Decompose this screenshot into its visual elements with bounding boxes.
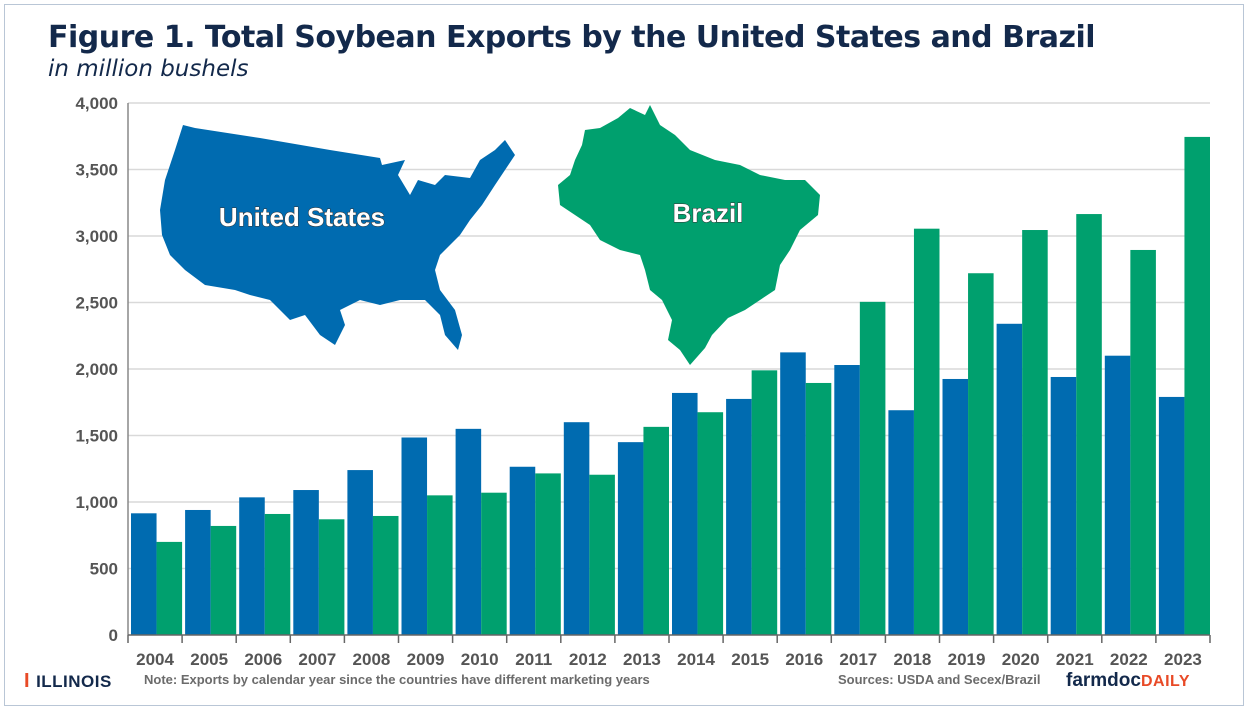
x-tick-label: 2014 [677, 650, 715, 669]
y-tick-label: 4,000 [75, 94, 118, 113]
bar-brazil-2006 [264, 513, 291, 635]
bar-brazil-2015 [751, 370, 778, 635]
bar-us-2019 [942, 378, 969, 635]
bar-brazil-2017 [859, 301, 886, 635]
bar-brazil-2007 [318, 519, 345, 635]
x-tick-label: 2005 [190, 650, 228, 669]
x-tick-label: 2012 [569, 650, 607, 669]
x-tick-label: 2004 [136, 650, 174, 669]
bar-us-2008 [347, 470, 373, 635]
x-tick-label: 2016 [785, 650, 823, 669]
bar-brazil-2022 [1130, 249, 1156, 635]
x-tick-label: 2006 [244, 650, 282, 669]
y-tick-label: 1,500 [75, 427, 118, 446]
bar-us-2016 [780, 352, 806, 635]
brazil-map-label: Brazil [673, 198, 744, 228]
bar-us-2005 [185, 509, 211, 635]
chart-title: Figure 1. Total Soybean Exports by the U… [48, 20, 1096, 55]
bar-us-2017 [834, 365, 860, 635]
x-tick-label: 2015 [731, 650, 769, 669]
farmdoc-logo-text: farmdoc [1066, 670, 1141, 691]
x-tick-label: 2023 [1164, 650, 1202, 669]
footer-note: Note: Exports by calendar year since the… [144, 672, 650, 687]
brazil-map-icon [558, 105, 820, 365]
bar-us-2014 [672, 392, 698, 635]
bar-us-2009 [401, 437, 428, 635]
x-tick-label: 2020 [1002, 650, 1040, 669]
x-tick-label: 2011 [515, 650, 552, 669]
bar-us-2006 [239, 497, 265, 635]
x-tick-label: 2008 [353, 650, 391, 669]
bar-brazil-2010 [481, 492, 507, 635]
us-map-label: United States [219, 202, 385, 232]
bar-us-2020 [996, 323, 1023, 635]
bar-brazil-2009 [427, 495, 453, 635]
illinois-i-icon: I [24, 670, 31, 692]
bar-brazil-2005 [210, 525, 237, 635]
x-tick-label: 2019 [948, 650, 986, 669]
x-tick-label: 2009 [407, 650, 445, 669]
bar-us-2018 [888, 410, 914, 635]
bar-brazil-2011 [535, 473, 561, 635]
illinois-logo: I ILLINOIS [24, 670, 112, 693]
y-tick-label: 3,000 [75, 227, 118, 246]
illinois-logo-text: ILLINOIS [36, 672, 112, 691]
x-tick-label: 2013 [623, 650, 661, 669]
bar-us-2021 [1050, 376, 1077, 635]
bar-us-2022 [1104, 355, 1131, 635]
footer-sources: Sources: USDA and Secex/Brazil [838, 672, 1041, 687]
y-tick-label: 2,500 [75, 294, 118, 313]
x-tick-label: 2022 [1110, 650, 1148, 669]
bar-us-2012 [563, 422, 590, 635]
bar-us-2013 [617, 442, 644, 635]
y-tick-label: 0 [109, 626, 118, 645]
bar-brazil-2004 [156, 541, 183, 635]
figure-frame [4, 4, 1244, 706]
y-tick-label: 500 [90, 560, 118, 579]
farmdoc-daily-logo: farmdocDAILY [1066, 670, 1190, 692]
x-tick-label: 2018 [894, 650, 932, 669]
bar-us-2015 [726, 398, 752, 635]
bar-us-2023 [1158, 396, 1185, 635]
bar-us-2007 [293, 490, 319, 635]
x-tick-label: 2010 [461, 650, 499, 669]
bar-us-2004 [131, 513, 157, 635]
bar-brazil-2016 [805, 382, 832, 635]
x-tick-label: 2007 [298, 650, 336, 669]
us-map-icon [160, 125, 515, 350]
bar-us-2011 [509, 466, 536, 635]
daily-logo-text: DAILY [1140, 673, 1190, 690]
bar-brazil-2019 [968, 273, 994, 635]
bar-brazil-2008 [372, 515, 399, 635]
chart-subtitle: in million bushels [48, 56, 249, 82]
bar-brazil-2023 [1184, 136, 1210, 636]
y-tick-label: 2,000 [75, 360, 118, 379]
y-tick-label: 3,500 [75, 161, 118, 180]
bar-brazil-2021 [1076, 214, 1102, 635]
bar-brazil-2018 [913, 228, 940, 635]
x-tick-label: 2017 [839, 650, 877, 669]
bar-us-2010 [455, 428, 482, 635]
x-tick-label: 2021 [1056, 650, 1094, 669]
bar-brazil-2013 [643, 426, 669, 635]
bar-brazil-2020 [1022, 230, 1048, 635]
bar-brazil-2014 [697, 412, 724, 635]
y-tick-label: 1,000 [75, 493, 118, 512]
bar-brazil-2012 [589, 474, 615, 635]
